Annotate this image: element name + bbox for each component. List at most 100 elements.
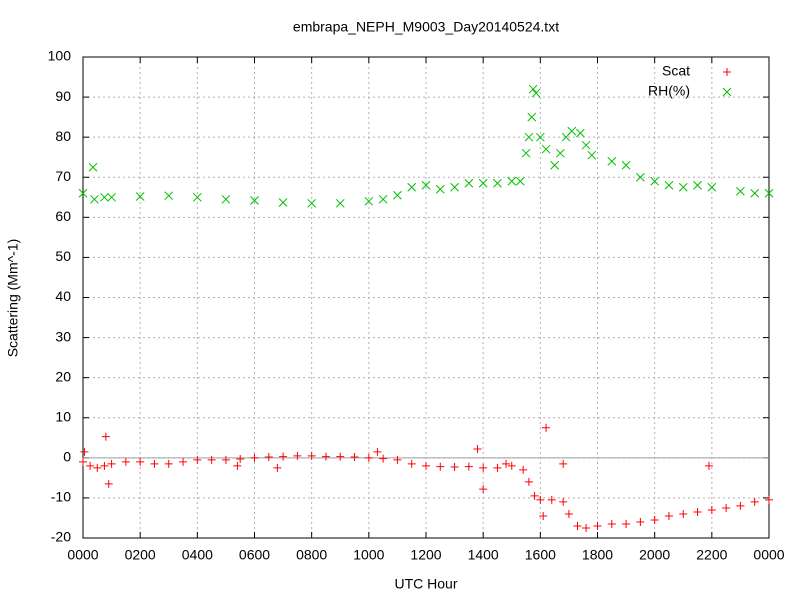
x-tick-label: 1000 [353,547,384,563]
x-tick-label: 2200 [696,547,727,563]
x-tick-label: 1400 [468,547,499,563]
data-point [136,457,145,466]
y-tick-label: 60 [55,208,71,224]
data-point [236,455,245,464]
data-point [507,176,517,186]
y-tick-label: -20 [51,529,71,545]
data-point [164,459,173,468]
data-point [335,198,345,208]
data-point [535,132,545,142]
data-point [507,461,516,470]
data-point [393,455,402,464]
data-point [607,519,616,528]
x-tick-label: 0000 [67,547,98,563]
y-tick-label: -10 [51,489,71,505]
data-point [493,178,502,188]
legend-label: Scat [662,63,690,79]
data-point [407,182,417,192]
data-point [436,462,445,471]
data-point [575,128,585,138]
y-axis-label: Scattering (Mm^-1) [5,239,21,358]
data-point [530,491,539,500]
data-point [407,459,416,468]
data-point [373,447,382,456]
data-point [736,501,745,510]
y-tick-label: 70 [55,168,71,184]
data-point [321,452,330,461]
y-tick-label: 0 [63,449,71,465]
y-tick-label: 80 [55,128,71,144]
data-point [164,191,174,201]
data-point [582,523,591,532]
data-point [107,192,116,202]
data-point [307,451,316,460]
data-point [541,144,551,154]
data-point [493,463,502,472]
data-point [221,455,230,464]
data-point [704,461,713,470]
data-point [564,509,573,518]
data-point [207,455,216,464]
data-point [135,192,145,201]
data-point [736,186,745,196]
legend-label: RH(%) [648,83,690,99]
data-point [524,477,533,486]
data-point [693,180,702,190]
data-point [192,192,202,202]
data-point [621,160,631,170]
data-point [100,461,109,470]
y-tick-label: 20 [55,368,71,384]
x-tick-label: 1800 [582,547,613,563]
data-point [707,505,716,514]
data-point [528,84,538,94]
data-point [193,455,202,464]
data-point [547,495,556,504]
data-point [515,176,525,186]
y-tick-label: 40 [55,288,71,304]
chart-title: embrapa_NEPH_M9003_Day20140524.txt [293,19,559,35]
data-point [678,182,688,192]
data-point [273,463,282,472]
data-point [519,465,528,474]
data-point [278,198,288,207]
x-tick-label: 1200 [410,547,441,563]
data-point [750,188,760,198]
data-point [502,459,511,468]
data-point [100,192,109,202]
data-point [573,521,582,530]
data-point [86,461,95,470]
data-point [550,160,559,170]
data-point [587,150,597,160]
data-point [464,462,473,471]
data-point [473,445,482,454]
data-point [531,88,541,98]
data-point [233,461,242,470]
y-tick-label: 30 [55,328,71,344]
legend-marker [722,87,732,97]
data-point [650,515,659,524]
data-point [393,190,402,200]
data-point [722,503,731,512]
data-point [593,521,602,530]
y-tick-label: 10 [55,408,71,424]
data-point [636,517,645,526]
x-tick-label: 0800 [296,547,327,563]
data-point [336,452,345,461]
data-point [307,198,317,208]
x-tick-label: 0600 [239,547,270,563]
data-point [524,132,534,142]
data-point [93,463,102,472]
legend-marker [723,68,731,76]
x-axis-label: UTC Hour [394,576,457,592]
data-point [279,452,288,461]
y-tick-label: 90 [55,88,71,104]
data-point [707,182,717,192]
data-point [90,194,99,204]
data-point [293,451,302,460]
data-point [378,194,388,204]
data-point [479,485,488,494]
data-point [555,148,565,158]
data-point [679,509,688,518]
data-point [664,511,673,520]
